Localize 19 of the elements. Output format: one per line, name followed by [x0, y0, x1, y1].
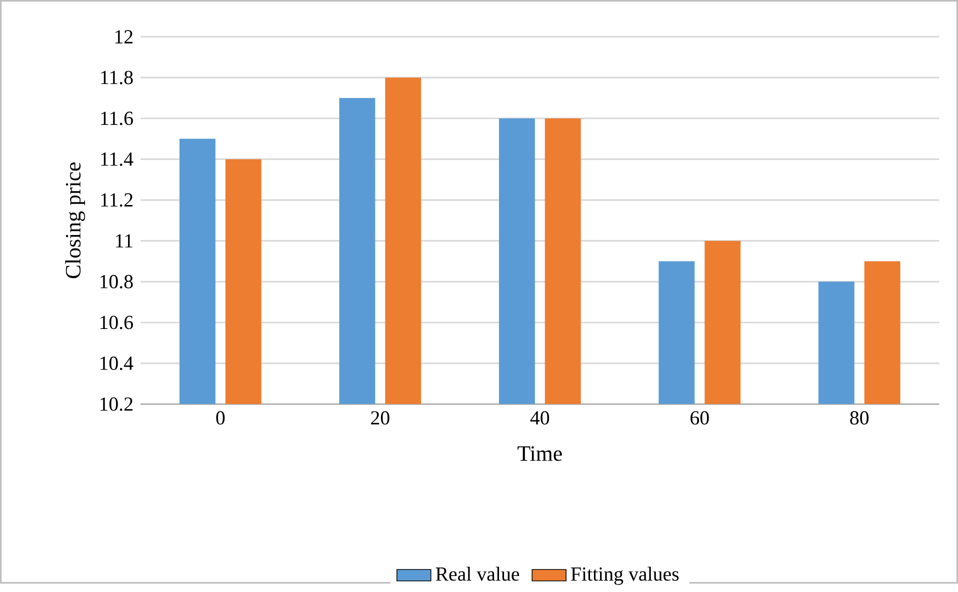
- y-tick-label: 11.6: [101, 112, 133, 126]
- y-tick-label: 10.8: [100, 275, 133, 289]
- legend-label: Fitting values: [571, 567, 679, 586]
- y-tick-label: 11.8: [101, 71, 133, 85]
- y-tick-label: 10.4: [100, 356, 134, 370]
- x-tick-label: 0: [216, 411, 225, 425]
- y-tick-label: 10.6: [100, 316, 133, 330]
- y-tick-label: 11.2: [101, 194, 132, 207]
- y-tick-label: 10.2: [100, 398, 132, 412]
- x-tick-label: 60: [690, 411, 709, 425]
- y-tick-label: 11.4: [101, 152, 134, 166]
- x-tick-label: 20: [371, 411, 390, 425]
- x-tick-label: 40: [530, 411, 550, 425]
- y-tick-label: 12: [115, 30, 132, 44]
- y-tick-label: 11: [116, 234, 132, 248]
- x-axis-title: Time: [518, 446, 562, 462]
- x-tick-label: 80: [850, 411, 869, 425]
- legend-label: Real value: [436, 567, 520, 582]
- y-axis-title: Closing price: [65, 162, 86, 278]
